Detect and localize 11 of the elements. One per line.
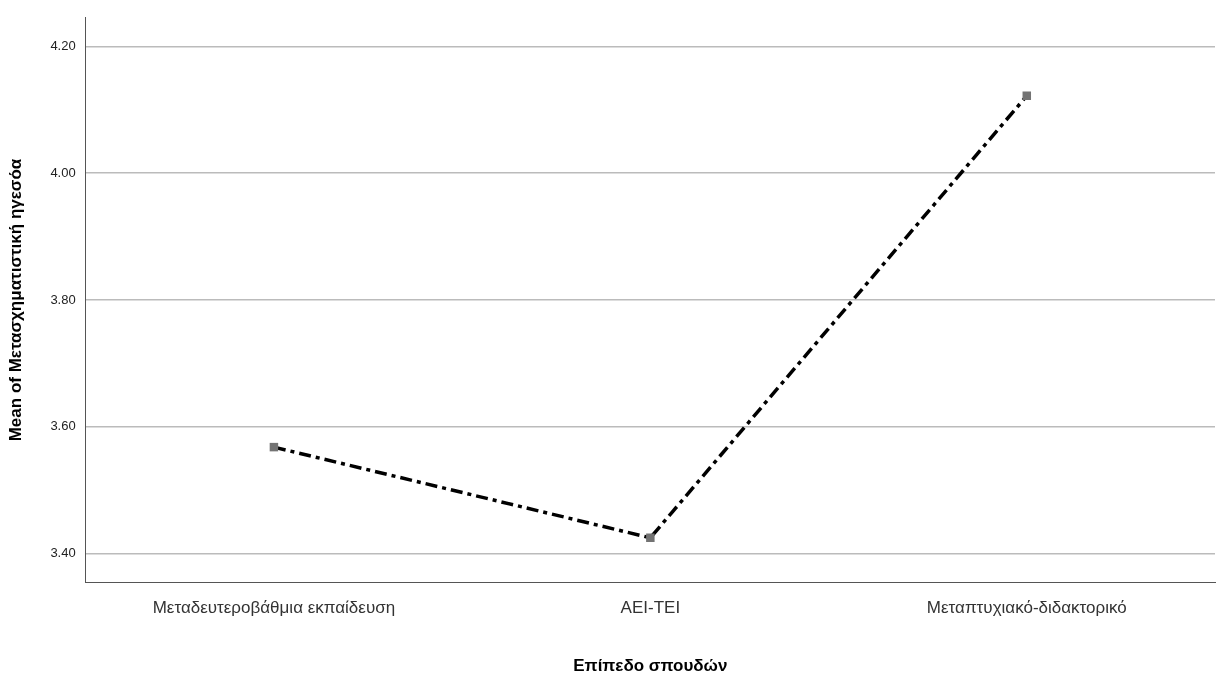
y-tick-label: 3.40 bbox=[50, 545, 76, 561]
y-tick-label: 4.00 bbox=[50, 164, 76, 180]
x-tick-label: Μεταδευτεροβάθμια εκπαίδευση bbox=[152, 598, 396, 618]
x-tick-label: Μεταπτυχιακό-διδακτορικό bbox=[926, 598, 1127, 618]
y-tick-label: 4.20 bbox=[50, 37, 76, 53]
y-tick-label: 3.60 bbox=[50, 418, 76, 434]
y-tick-label: 3.80 bbox=[50, 291, 76, 307]
y-axis-title: Mean of Μετασχηματιστική ηγεσόα bbox=[5, 158, 25, 442]
x-tick-label: ΑΕΙ-ΤΕΙ bbox=[620, 598, 681, 618]
point bbox=[646, 533, 655, 543]
x-axis-title: Επίπεδο σπουδών bbox=[573, 656, 728, 676]
